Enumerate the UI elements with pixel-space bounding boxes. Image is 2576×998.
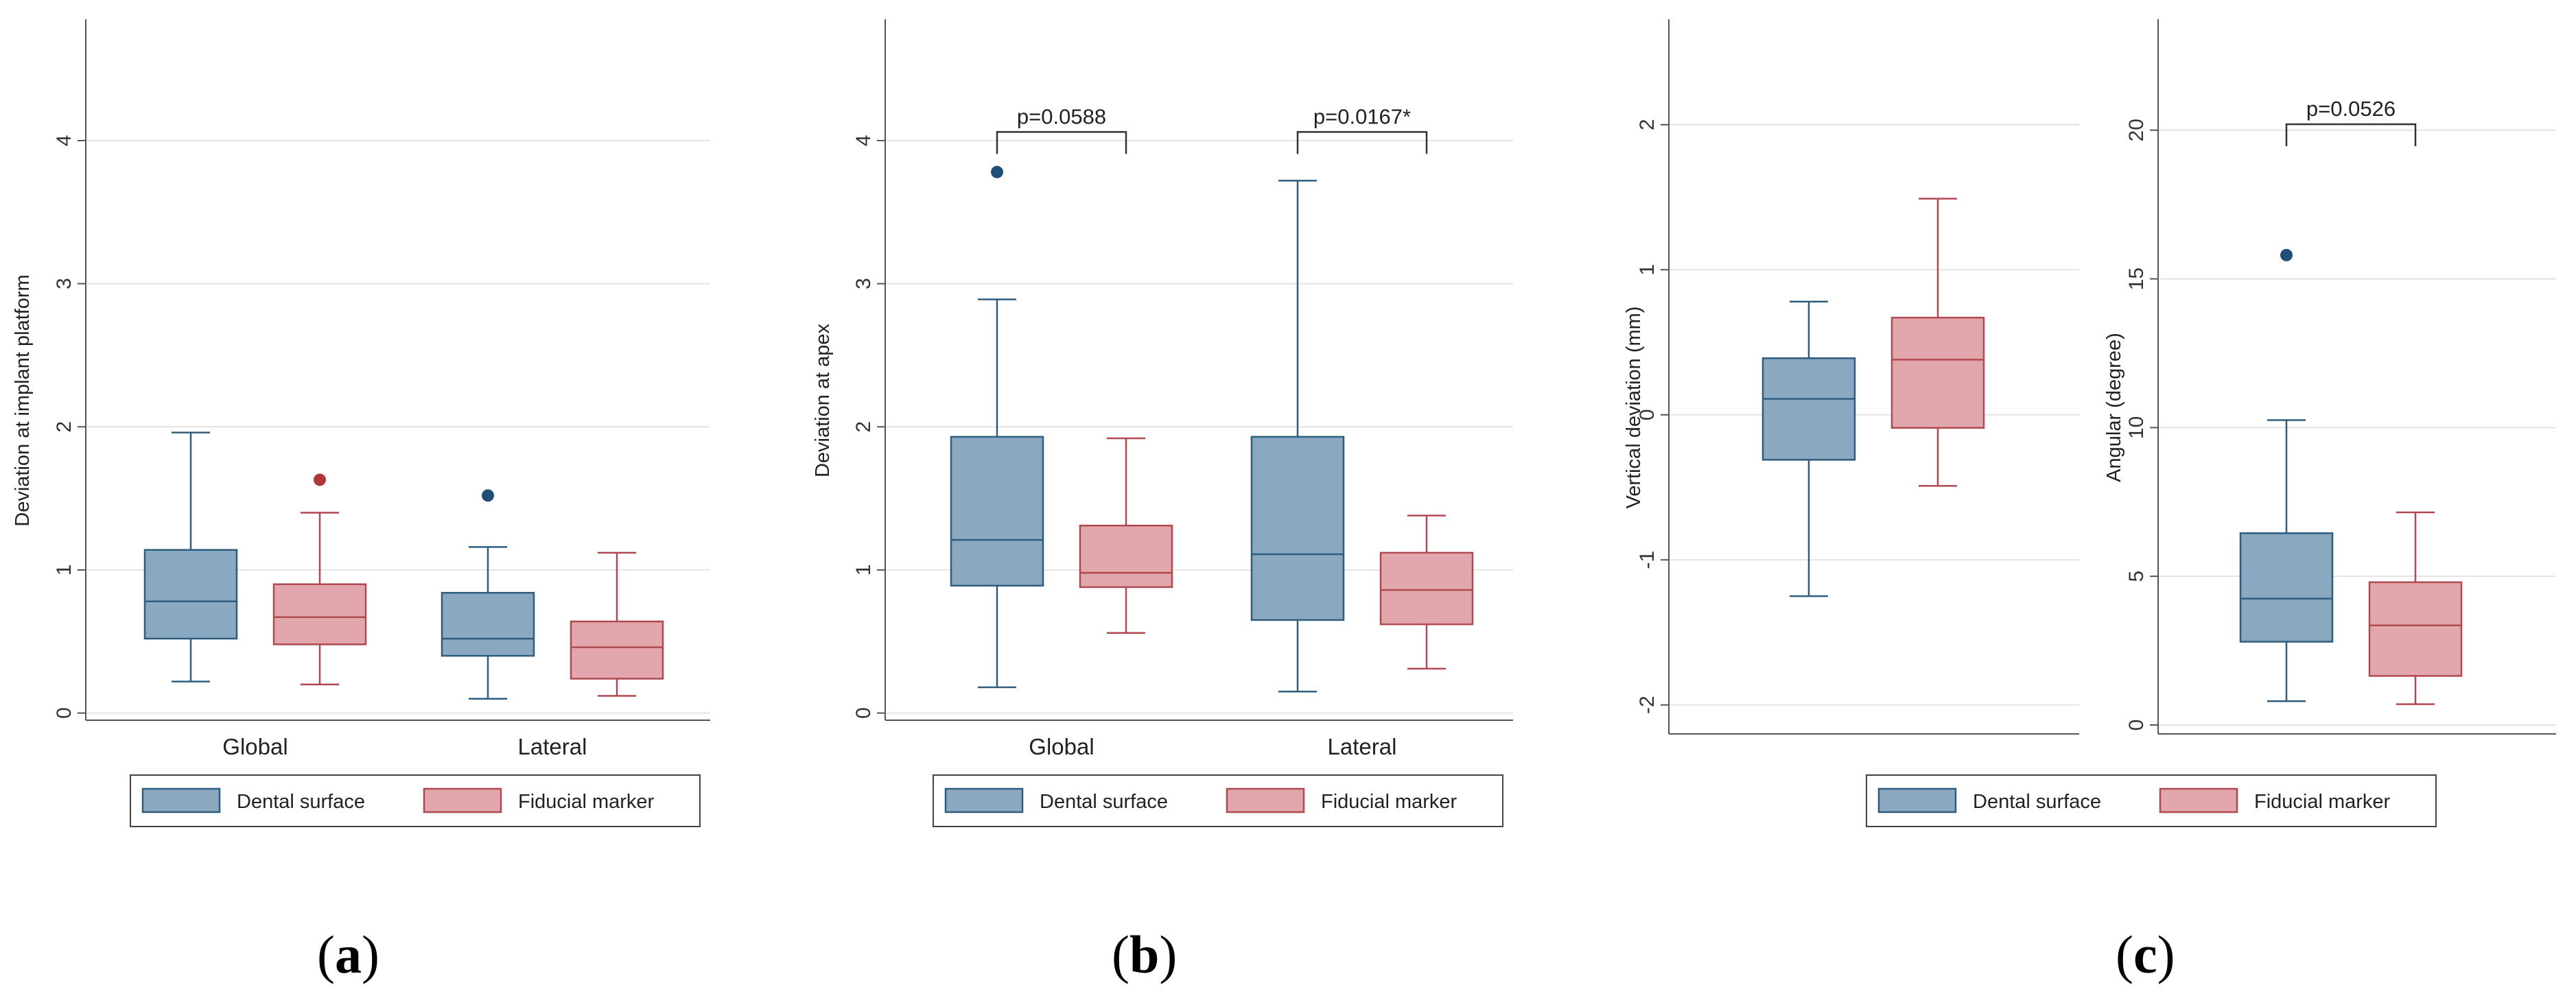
legend-frame	[933, 774, 1503, 827]
y-tick-label: 1	[53, 565, 75, 576]
y-tick-label: 15	[2125, 268, 2148, 290]
legend-swatch-fiducial	[423, 787, 502, 813]
outlier-point	[314, 473, 326, 486]
y-tick-label: 2	[852, 421, 875, 433]
y-axis-title: Deviation at apex	[812, 323, 834, 477]
legend-swatch-fiducial	[1226, 787, 1305, 813]
y-tick-label: 0	[852, 707, 875, 719]
box-fiducial-1	[1379, 514, 1474, 670]
iqr-box	[272, 583, 367, 645]
y-tick-label: 1	[852, 565, 875, 576]
box-fiducial-0	[2368, 511, 2463, 705]
legend-label-dental: Dental surface	[237, 791, 365, 813]
y-axis-title: Angular (degree)	[2103, 333, 2125, 482]
significance-bracket: p=0.0167*	[1296, 104, 1428, 154]
iqr-box	[2239, 532, 2334, 643]
legend-label-dental: Dental surface	[1973, 791, 2101, 813]
y-axis-title: Deviation at implant platform	[12, 274, 34, 527]
y-tick-label: 10	[2125, 416, 2148, 439]
panel-label-a: (a)	[317, 925, 379, 984]
legend-label-fiducial: Fiducial marker	[518, 791, 655, 813]
outlier-point	[482, 489, 494, 502]
y-tick-label: 4	[53, 135, 75, 147]
panel-label-b: (b)	[1112, 925, 1177, 984]
legend-label-fiducial: Fiducial marker	[2254, 791, 2391, 813]
bracket-line	[2285, 123, 2417, 147]
y-tick-label: 5	[2125, 571, 2148, 582]
legend-swatch-dental	[141, 787, 221, 813]
box-fiducial-0	[1890, 198, 1985, 487]
y-axis-title: Vertical deviation (mm)	[1623, 307, 1645, 509]
iqr-box	[950, 436, 1044, 587]
legend-label-fiducial: Fiducial marker	[1321, 791, 1457, 813]
iqr-box	[570, 620, 664, 680]
bracket-line	[1296, 131, 1428, 154]
y-tick-label: 2	[1636, 119, 1659, 130]
legend-swatch-fiducial	[2159, 787, 2238, 813]
y-tick-label: 2	[53, 421, 75, 433]
chart-panel-c-vertical: -2 -1 0 1 2 Vertical deviation (mm)	[1623, 19, 2079, 735]
iqr-box	[1379, 551, 1474, 626]
p-value-label: p=0.0526	[2306, 97, 2396, 121]
box-dental-0	[143, 431, 238, 682]
x-category-label: Lateral	[518, 734, 587, 759]
chart-panel-a: 0 1 2 3 4 Deviation at implant platform Global…	[12, 19, 710, 759]
box-dental-0	[1761, 300, 1856, 597]
iqr-box	[1890, 316, 1985, 429]
p-value-label: p=0.0167*	[1313, 104, 1411, 128]
outlier-point	[2280, 248, 2293, 261]
legend-c: Dental surface Fiducial marker	[1866, 774, 2437, 827]
y-tick-label: 0	[2125, 720, 2148, 731]
y-tick-label: -2	[1636, 696, 1659, 714]
y-tick-label: 1	[1636, 264, 1659, 276]
iqr-box	[1079, 524, 1173, 589]
legend-swatch-dental	[1877, 787, 1957, 813]
x-category-label: Global	[222, 734, 288, 759]
y-tick-label: 3	[852, 278, 875, 289]
chart-panel-c-angular: 0 5 10 15 20 Angular (degree) p=0.0526	[2103, 19, 2556, 735]
y-tick-label: 0	[1636, 409, 1659, 420]
x-category-label: Lateral	[1328, 734, 1397, 759]
chart-panel-b: 0 1 2 3 4 Deviation at apex Global Lateral p=0.0…	[812, 19, 1513, 759]
outlier-point	[991, 165, 1003, 178]
iqr-box	[2368, 581, 2463, 677]
significance-bracket: p=0.0588	[996, 104, 1127, 154]
significance-bracket: p=0.0526	[2285, 97, 2417, 147]
legend-label-dental: Dental surface	[1040, 791, 1168, 813]
box-fiducial-1	[570, 551, 664, 697]
bracket-line	[996, 131, 1127, 154]
box-dental-0	[2239, 248, 2334, 702]
y-tick-label: 0	[53, 707, 75, 719]
y-tick-label: 3	[53, 278, 75, 289]
p-value-label: p=0.0588	[1017, 104, 1106, 128]
x-category-label: Global	[1029, 734, 1094, 759]
y-tick-label: 4	[852, 135, 875, 147]
iqr-box	[1761, 357, 1856, 461]
legend-b: Dental surface Fiducial marker	[933, 774, 1503, 827]
box-fiducial-0	[272, 473, 367, 686]
iqr-box	[441, 592, 535, 657]
y-tick-label: -1	[1636, 551, 1659, 569]
legend-frame	[1866, 774, 2437, 827]
box-dental-1	[441, 489, 535, 700]
iqr-box	[143, 549, 238, 640]
box-dental-1	[1250, 180, 1345, 693]
box-fiducial-0	[1079, 437, 1173, 634]
box-dental-0	[950, 165, 1044, 689]
y-tick-label: 20	[2125, 119, 2148, 141]
iqr-box	[1250, 436, 1345, 621]
legend-swatch-dental	[944, 787, 1024, 813]
panel-label-c: (c)	[2116, 925, 2175, 984]
legend-frame	[130, 774, 701, 827]
legend-a: Dental surface Fiducial marker	[130, 774, 701, 827]
